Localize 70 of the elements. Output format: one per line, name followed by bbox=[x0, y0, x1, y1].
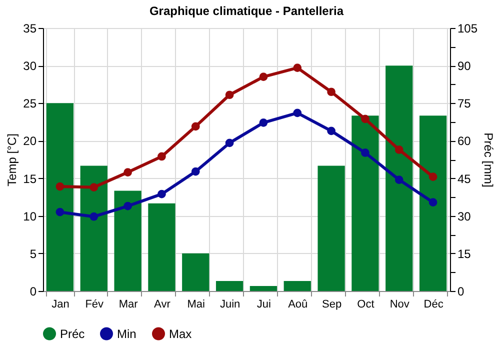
bar bbox=[318, 166, 345, 291]
point bbox=[327, 126, 336, 136]
point bbox=[56, 208, 64, 216]
point bbox=[158, 190, 166, 198]
y-tick-label: 0 bbox=[30, 284, 37, 298]
point bbox=[56, 182, 64, 191]
y2-tick-label: 30 bbox=[458, 209, 472, 224]
x-tick-label: Sep bbox=[322, 298, 342, 310]
point bbox=[259, 72, 268, 82]
bar bbox=[80, 166, 108, 291]
legend-label: Min bbox=[117, 326, 136, 341]
point bbox=[259, 118, 268, 127]
bar bbox=[386, 66, 413, 291]
x-tick-label: Juin bbox=[220, 298, 240, 310]
point bbox=[394, 176, 404, 184]
point bbox=[428, 198, 438, 207]
point bbox=[90, 183, 98, 192]
x-tick-label: Oct bbox=[357, 298, 374, 310]
y2-tick-label: 105 bbox=[458, 22, 478, 36]
point bbox=[191, 122, 200, 131]
y2-tick-label: 0 bbox=[458, 284, 464, 298]
x-tick-label: Jan bbox=[52, 298, 70, 310]
y-tick-label: 30 bbox=[23, 59, 37, 74]
y2-tick-label: 90 bbox=[458, 59, 472, 74]
legend-label: Préc bbox=[60, 326, 85, 341]
point bbox=[327, 88, 336, 96]
point bbox=[225, 138, 234, 148]
bar bbox=[182, 253, 210, 291]
y2-tick-label: 15 bbox=[458, 246, 472, 261]
bar bbox=[216, 280, 244, 291]
y2-tick-label: 60 bbox=[458, 134, 472, 148]
point bbox=[225, 90, 234, 100]
x-tick-label: Fév bbox=[85, 298, 104, 310]
point bbox=[191, 167, 200, 176]
chart-title: Graphique climatique - Pantelleria bbox=[149, 4, 344, 18]
point bbox=[158, 152, 166, 161]
x-tick-label: Nov bbox=[390, 298, 410, 310]
x-tick-label: Avr bbox=[154, 298, 171, 310]
y-tick-label: 25 bbox=[23, 96, 37, 111]
y-tick-label: 5 bbox=[30, 246, 37, 261]
y-tick-label: 20 bbox=[23, 134, 37, 148]
legend-label: Max bbox=[169, 326, 192, 341]
point bbox=[293, 108, 302, 118]
bar bbox=[114, 190, 142, 291]
bar bbox=[352, 116, 379, 291]
point bbox=[124, 168, 132, 176]
bar bbox=[250, 286, 278, 291]
y-axis-title: Temp [°C] bbox=[5, 134, 20, 186]
bar bbox=[419, 116, 447, 291]
point bbox=[90, 212, 98, 221]
x-tick-label: Aoû bbox=[288, 298, 308, 310]
y-tick-label: 35 bbox=[23, 22, 37, 36]
bar bbox=[284, 280, 311, 291]
y2-axis-title: Préc [mm] bbox=[482, 132, 496, 188]
point bbox=[428, 172, 438, 181]
x-tick-label: Mar bbox=[118, 298, 138, 310]
point bbox=[361, 148, 370, 157]
point bbox=[124, 202, 132, 210]
point bbox=[293, 64, 302, 72]
y2-tick-label: 75 bbox=[458, 96, 472, 111]
point bbox=[361, 114, 370, 124]
bar bbox=[46, 103, 74, 291]
y-tick-label: 10 bbox=[23, 209, 37, 224]
x-tick-label: Jui bbox=[256, 298, 271, 310]
y-tick-label: 15 bbox=[23, 172, 37, 186]
point bbox=[394, 146, 404, 154]
bar bbox=[148, 203, 176, 291]
y2-tick-label: 45 bbox=[458, 172, 472, 186]
x-tick-label: Mai bbox=[187, 298, 205, 310]
x-tick-label: Déc bbox=[424, 298, 444, 310]
